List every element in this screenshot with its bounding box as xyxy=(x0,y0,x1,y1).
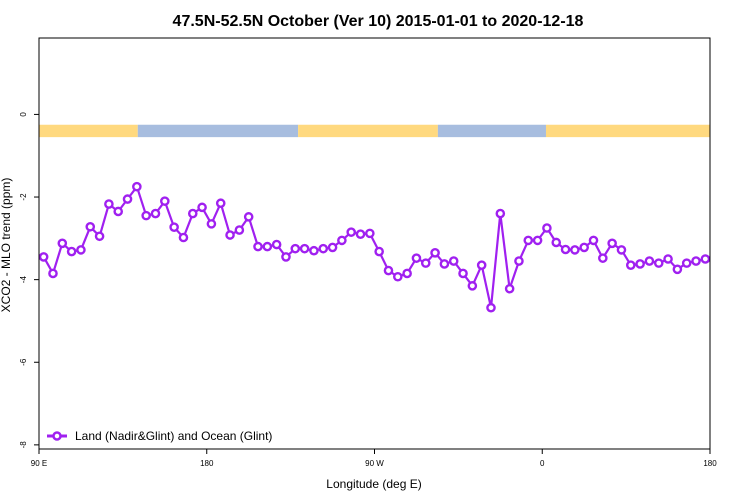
data-point xyxy=(309,245,319,256)
plot-content xyxy=(39,124,710,313)
data-point xyxy=(290,243,301,254)
data-point xyxy=(215,198,226,209)
data-point xyxy=(579,242,589,253)
data-point xyxy=(570,245,580,255)
surface-ocean-segment xyxy=(437,124,546,138)
data-point xyxy=(150,208,161,219)
data-point xyxy=(560,244,571,255)
data-point xyxy=(187,208,198,219)
plot-area xyxy=(39,124,710,313)
data-point xyxy=(467,281,478,291)
y-tick-label: -2 xyxy=(19,193,28,201)
chart-title: 47.5N-52.5N October (Ver 10) 2015-01-01 … xyxy=(173,13,584,30)
data-point xyxy=(48,268,58,279)
data-point xyxy=(420,258,431,268)
data-point xyxy=(598,253,608,263)
data-point xyxy=(178,232,189,243)
data-point xyxy=(542,223,552,233)
data-point xyxy=(122,194,133,204)
data-point xyxy=(486,302,496,313)
x-tick-label: 180 xyxy=(703,459,717,468)
data-point xyxy=(430,247,440,258)
data-point xyxy=(197,202,207,213)
data-point xyxy=(700,254,710,264)
x-axis: 90 E 180 90 W 0 180 xyxy=(31,449,717,468)
data-point xyxy=(411,253,422,263)
data-point xyxy=(495,208,506,219)
x-tick-label: 180 xyxy=(200,459,214,468)
data-point xyxy=(39,252,49,262)
data-point xyxy=(616,245,627,255)
data-point xyxy=(365,228,375,239)
data-point xyxy=(439,259,450,269)
data-point xyxy=(532,235,543,246)
data-point xyxy=(66,246,77,257)
data-point xyxy=(588,235,599,246)
data-point xyxy=(104,199,114,209)
data-point xyxy=(327,242,338,253)
y-tick-label: 0 xyxy=(19,112,28,117)
y-tick-label: -4 xyxy=(19,276,28,284)
data-point xyxy=(281,252,291,262)
data-point xyxy=(514,256,524,266)
data-point xyxy=(243,212,254,222)
data-point xyxy=(253,241,263,252)
data-point xyxy=(504,283,515,294)
data-point xyxy=(113,206,124,217)
surface-land-segment xyxy=(545,124,710,138)
legend-marker-swatch xyxy=(52,431,62,441)
data-point xyxy=(225,230,235,240)
data-point xyxy=(383,265,394,276)
x-axis-label: Longitude (deg E) xyxy=(326,477,421,491)
data-point xyxy=(374,246,384,257)
data-point xyxy=(551,237,562,248)
data-point xyxy=(644,256,655,266)
data-point xyxy=(57,238,68,249)
series-line xyxy=(42,185,706,309)
surface-ocean-segment xyxy=(137,124,299,138)
x-tick-label: 90 E xyxy=(31,459,47,468)
data-point xyxy=(476,260,487,270)
data-point xyxy=(94,231,105,242)
legend: Land (Nadir&Glint) and Ocean (Glint) xyxy=(47,429,272,443)
data-point xyxy=(262,241,273,252)
data-point xyxy=(206,219,217,229)
data-point xyxy=(355,229,366,240)
data-point xyxy=(523,235,534,246)
data-point xyxy=(141,210,151,221)
data-point xyxy=(625,260,636,270)
y-tick-label: -6 xyxy=(19,358,28,366)
data-point xyxy=(448,256,459,266)
data-point xyxy=(653,258,664,268)
data-point xyxy=(169,222,179,232)
data-point xyxy=(337,235,347,246)
data-point xyxy=(672,264,683,275)
data-point xyxy=(635,259,645,269)
data-point xyxy=(271,239,282,250)
data-point xyxy=(76,245,86,255)
legend-label: Land (Nadir&Glint) and Ocean (Glint) xyxy=(75,429,272,443)
data-point xyxy=(402,268,412,279)
data-point xyxy=(160,196,170,206)
data-point xyxy=(663,254,673,264)
surface-land-segment xyxy=(39,124,138,138)
data-point xyxy=(691,256,701,266)
data-point xyxy=(681,258,692,268)
x-tick-label: 90 W xyxy=(365,459,384,468)
data-point xyxy=(346,227,357,237)
surface-land-segment xyxy=(298,124,438,138)
y-tick-label: -8 xyxy=(19,441,28,449)
data-point xyxy=(85,221,96,232)
y-axis: 0 -2 -4 -6 -8 xyxy=(19,112,39,449)
data-point xyxy=(132,181,142,192)
data-point xyxy=(392,271,403,282)
data-point xyxy=(607,238,617,249)
data-point xyxy=(318,243,329,254)
data-point xyxy=(458,268,468,279)
x-tick-label: 0 xyxy=(540,459,545,468)
y-axis-label: XCO2 - MLO trend (ppm) xyxy=(0,178,13,313)
data-point xyxy=(234,225,245,235)
data-point xyxy=(299,243,310,254)
